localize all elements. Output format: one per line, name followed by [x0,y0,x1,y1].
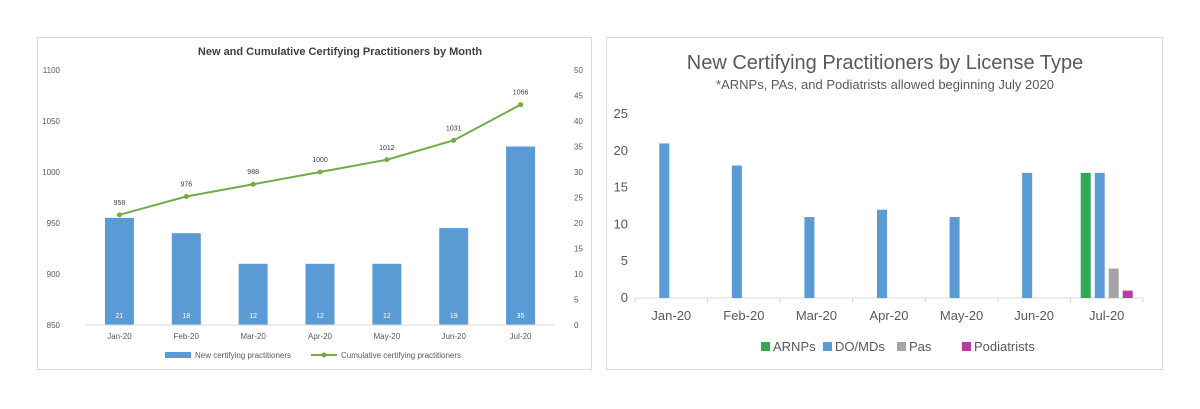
bar-pas [1108,268,1119,298]
bar-data-label: 19 [450,313,458,320]
x-axis-tick-label: May-20 [940,308,983,323]
x-axis-tick-label: Apr-20 [869,308,908,323]
y-axis-tick-label: 25 [614,106,628,121]
x-axis-tick-label: May-20 [374,332,401,341]
bar-new-practitioners [238,263,268,325]
x-axis-tick-label: Feb-20 [174,332,200,341]
y-axis-tick-label: 10 [614,216,628,231]
x-axis-tick-label: Jan-20 [651,308,691,323]
line-point [183,193,189,199]
bar-data-label: 12 [383,313,391,320]
line-point [317,169,323,175]
chart-title: New and Cumulative Certifying Practition… [198,46,482,58]
y-axis-secondary-tick-label: 10 [574,270,583,279]
line-point [250,181,256,187]
line-data-label: 1031 [446,125,462,132]
legend-label: Podiatrists [974,339,1035,354]
x-axis-tick-label: Mar-20 [796,308,837,323]
bar-new-practitioners [104,217,134,325]
chart-title: New Certifying Practitioners by License … [687,52,1083,74]
bar-data-label: 12 [249,313,257,320]
bar-new-practitioners [171,233,201,325]
x-axis-tick-label: Feb-20 [723,308,764,323]
x-axis-tick-label: Apr-20 [308,332,333,341]
bar-do-mds [877,209,887,298]
bar-do-mds [949,217,960,298]
line-data-label: 1012 [379,145,395,152]
bar-new-practitioners [439,228,469,325]
bar-data-label: 18 [182,313,190,320]
bar-new-practitioners [305,263,335,325]
line-point [451,137,457,143]
legend-label: ARNPs [773,339,816,354]
x-axis-tick-label: Mar-20 [240,332,266,341]
line-point [116,212,122,218]
bar-podiatrists [1122,290,1133,298]
legend-swatch-marker [321,352,327,358]
y-axis-secondary-tick-label: 25 [574,194,583,203]
y-axis-secondary-tick-label: 20 [574,219,583,228]
y-axis-secondary-tick-label: 0 [574,321,579,330]
legend-label: Cumulative certifying practitioners [341,351,461,360]
cumulative-chart: New and Cumulative Certifying Practition… [42,46,583,360]
line-data-label: 1000 [312,157,328,164]
line-data-label: 958 [114,200,126,207]
legend-swatch-bar [165,352,191,358]
legend-swatch-pas [897,342,906,351]
bar-data-label: 12 [316,313,324,320]
cumulative-chart-panel: New and Cumulative Certifying Practition… [37,37,592,370]
y-axis-secondary-tick-label: 35 [574,143,583,152]
line-data-label: 976 [180,181,192,188]
y-axis-tick-label: 0 [621,290,628,305]
bar-data-label: 35 [517,313,525,320]
bar-do-mds [659,143,670,298]
y-axis-secondary-tick-label: 50 [574,66,583,75]
y-axis-tick-label: 20 [614,143,628,158]
x-axis-tick-label: Jun-20 [1014,308,1054,323]
y-axis-secondary-tick-label: 40 [574,117,583,126]
bar-do-mds [1094,172,1105,298]
license-type-chart-panel: New Certifying Practitioners by License … [606,37,1163,370]
bar-new-practitioners [506,146,536,325]
x-axis-tick-label: Jun-20 [441,332,466,341]
bar-do-mds [731,165,742,298]
line-data-label: 988 [247,169,259,176]
bar-arnps [1080,172,1091,298]
bar-new-practitioners [372,263,402,325]
x-axis-tick-label: Jul-20 [510,332,532,341]
legend-swatch-do-mds [823,342,832,351]
legend-label: New certifying practitioners [195,351,291,360]
y-axis-primary-tick-label: 1100 [43,66,61,75]
y-axis-tick-label: 5 [621,253,628,268]
x-axis-tick-label: Jan-20 [107,332,132,341]
y-axis-secondary-tick-label: 15 [574,245,583,254]
x-axis-tick-label: Jul-20 [1089,308,1124,323]
y-axis-primary-tick-label: 1050 [42,117,60,126]
y-axis-secondary-tick-label: 30 [574,168,583,177]
legend-swatch-arnps [761,342,770,351]
y-axis-primary-tick-label: 950 [47,219,61,228]
line-point [384,157,390,163]
y-axis-secondary-tick-label: 45 [574,92,583,101]
y-axis-tick-label: 15 [614,180,628,195]
bar-data-label: 21 [116,313,124,320]
legend-label: Pas [909,339,932,354]
legend-swatch-podiatrists [962,342,971,351]
bar-do-mds [804,217,815,298]
legend-label: DO/MDs [835,339,885,354]
y-axis-secondary-tick-label: 5 [574,296,579,305]
line-point [518,102,524,108]
y-axis-primary-tick-label: 900 [47,270,61,279]
chart-subtitle: *ARNPs, PAs, and Podiatrists allowed beg… [716,77,1054,92]
line-data-label: 1066 [513,90,529,97]
license-type-chart: New Certifying Practitioners by License … [614,52,1144,354]
y-axis-primary-tick-label: 1000 [42,168,60,177]
y-axis-primary-tick-label: 850 [47,321,61,330]
bar-do-mds [1022,172,1033,298]
